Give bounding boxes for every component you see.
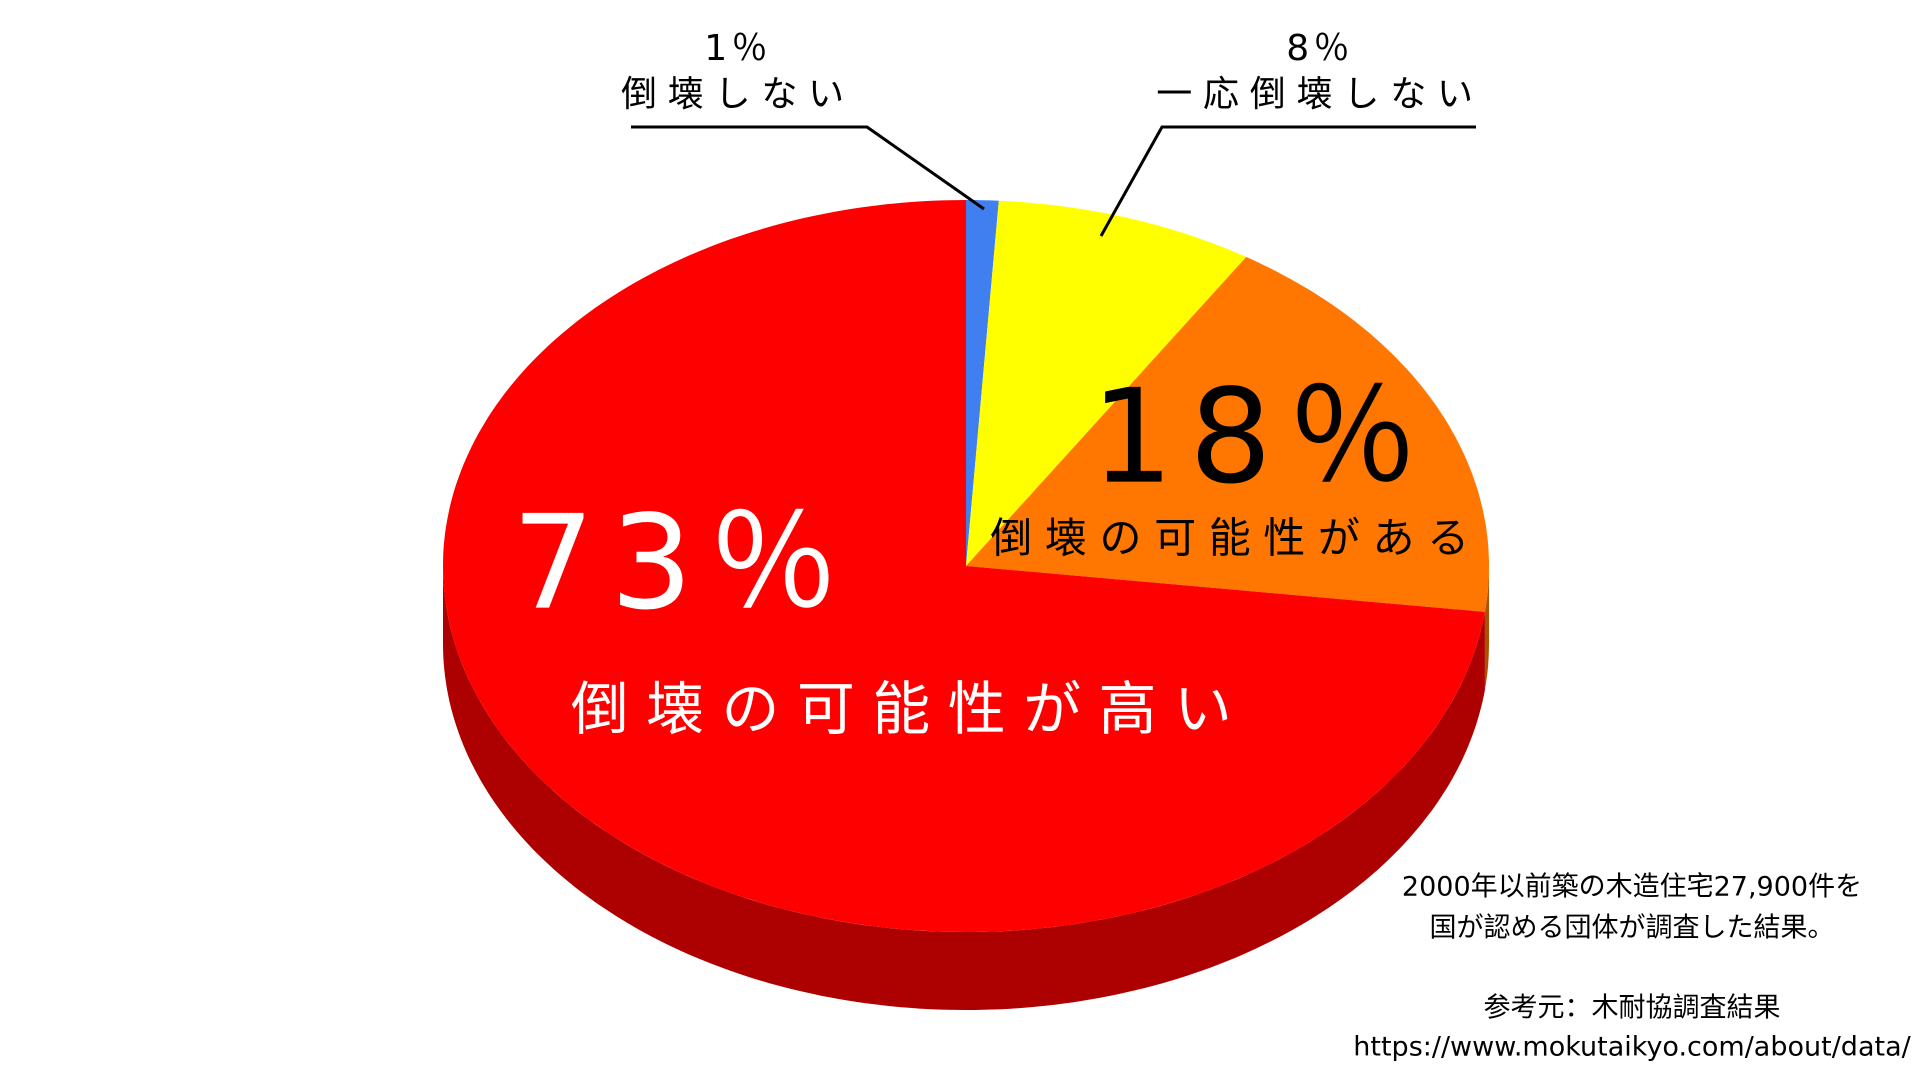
annotation: 国が認める団体が調査した結果。 (1430, 913, 1835, 944)
slice (966, 200, 999, 566)
category-label: 倒壊の可能性がある (990, 514, 1481, 563)
annotation: https://www.mokutaikyo.com/about/data/ (1353, 1032, 1911, 1063)
annotation: 参考元：木耐協調査結果 (1484, 993, 1781, 1024)
annotation: 2000年以前築の木造住宅27,900件を (1402, 872, 1862, 903)
slice-side (443, 566, 1485, 1010)
value-label: 73％ (512, 487, 854, 639)
category-label: 倒壊しない (621, 74, 855, 115)
leader-line (631, 125, 985, 211)
slice (443, 200, 1485, 932)
value-label: 1％ (704, 28, 772, 69)
category-label: 倒壊の可能性が高い (571, 675, 1250, 743)
slice (966, 257, 1489, 612)
leader-line (1099, 125, 1476, 237)
slice (966, 200, 1247, 566)
category-label: 一応倒壊しない (1156, 74, 1484, 115)
slice-side (1484, 566, 1489, 690)
value-label: 8％ (1286, 28, 1354, 69)
value-label: 18％ (1091, 361, 1433, 513)
